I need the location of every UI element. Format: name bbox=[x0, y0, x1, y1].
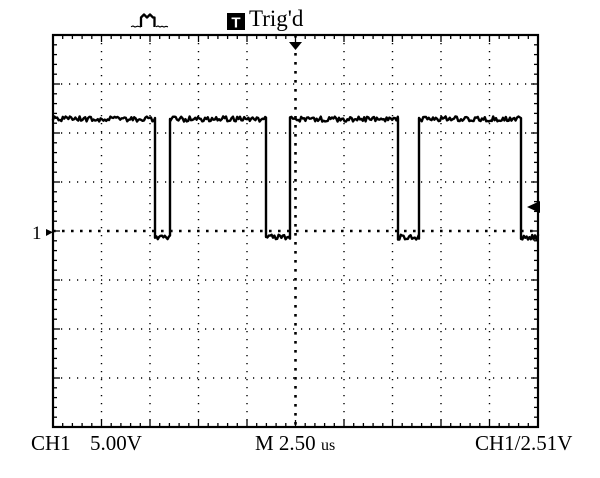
svg-text:CH1/2.51V: CH1/2.51V bbox=[475, 431, 572, 455]
svg-text:M 2.50 us: M 2.50 us bbox=[255, 431, 335, 455]
svg-text:Trig'd: Trig'd bbox=[249, 6, 304, 31]
svg-text:CH1: CH1 bbox=[31, 431, 71, 455]
svg-text:T: T bbox=[231, 15, 240, 32]
svg-text:5.00V: 5.00V bbox=[90, 431, 142, 455]
svg-text:1: 1 bbox=[32, 223, 42, 244]
